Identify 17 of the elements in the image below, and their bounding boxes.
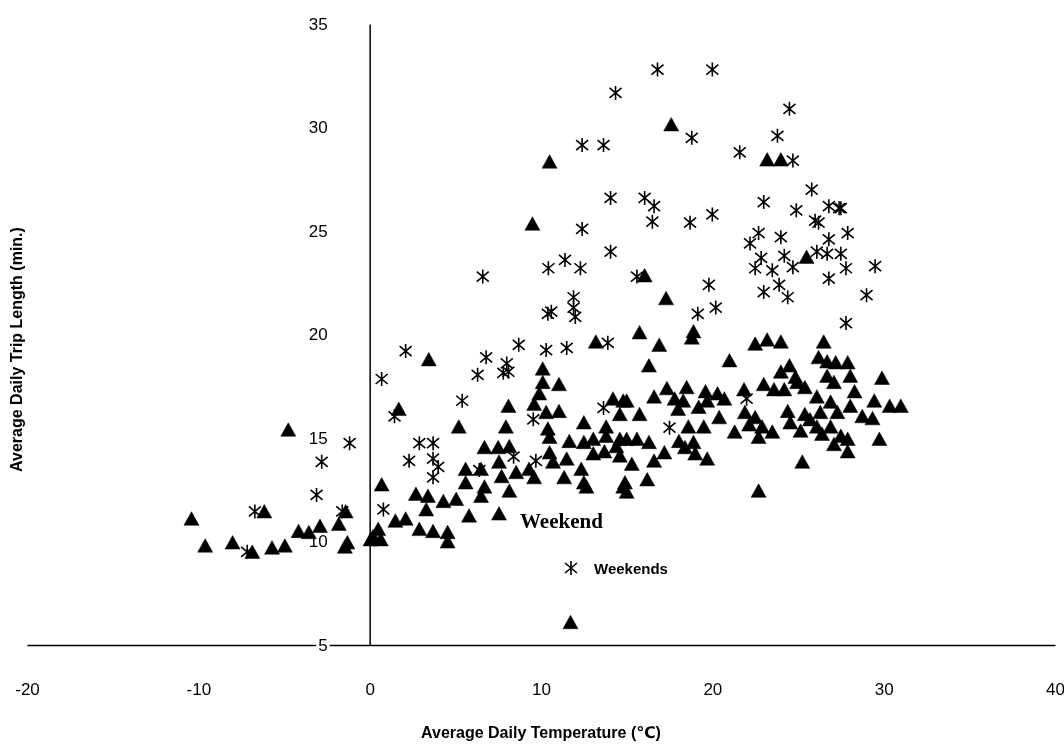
x-tick-label: -20 — [15, 680, 40, 700]
y-tick-label: 30 — [308, 118, 328, 138]
y-tick-label: 5 — [318, 635, 328, 655]
legend-label: Weekends — [594, 560, 668, 577]
y-tick-label: 35 — [308, 14, 328, 34]
y-tick-label: 15 — [308, 428, 328, 448]
legend-title: Weekend — [520, 509, 604, 533]
x-tick-label: 10 — [532, 680, 551, 700]
x-axis-title: Average Daily Temperature (℃) — [421, 724, 661, 741]
x-tick-label: -10 — [186, 680, 212, 700]
x-tick-label: 40 — [1046, 680, 1064, 700]
x-tick-label: 30 — [874, 680, 894, 700]
x-tick-label: 20 — [703, 680, 723, 700]
y-tick-label: 20 — [308, 325, 328, 345]
y-tick-label: 25 — [308, 221, 328, 241]
x-tick-label: 0 — [365, 680, 375, 700]
y-axis-title: Average Daily Trip Length (min.) — [8, 227, 25, 472]
